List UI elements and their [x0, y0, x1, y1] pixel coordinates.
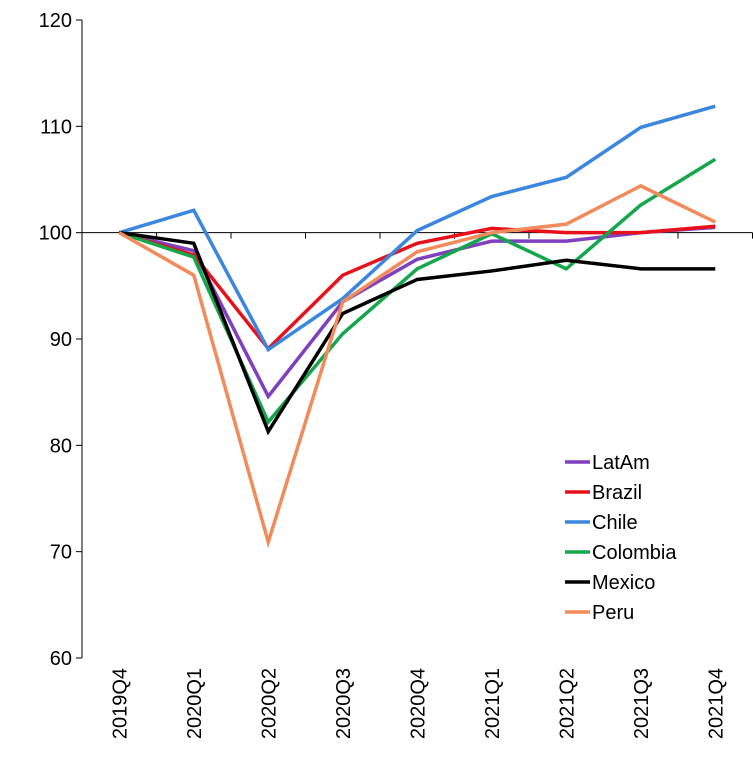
series-line	[118, 157, 717, 426]
y-tick-label: 110	[40, 116, 72, 138]
x-tick-label: 2020Q1	[184, 668, 206, 739]
x-tick-label: 2020Q3	[333, 668, 355, 739]
series-line	[118, 183, 717, 549]
x-tick-label: 2020Q4	[407, 668, 429, 739]
legend-label: Chile	[592, 512, 638, 534]
x-tick-label: 2021Q2	[556, 668, 578, 739]
series-line	[119, 230, 716, 436]
legend-label: Mexico	[592, 572, 655, 594]
y-tick-label: 90	[50, 329, 72, 351]
legend-label: LatAm	[592, 452, 650, 474]
y-tick-label: 70	[50, 542, 72, 564]
x-tick-label: 2019Q4	[109, 668, 131, 739]
x-tick-label: 2021Q1	[482, 668, 504, 739]
x-tick-label: 2020Q2	[258, 668, 280, 739]
series-line	[118, 225, 716, 400]
series-line	[118, 224, 716, 352]
y-tick-label: 80	[50, 435, 72, 457]
y-tick-label: 60	[50, 648, 72, 670]
y-tick-label: 120	[39, 10, 72, 32]
y-tick-label: 100	[39, 223, 72, 245]
series-line	[118, 104, 716, 353]
x-tick-label: 2021Q4	[705, 668, 727, 739]
legend-label: Colombia	[592, 542, 677, 564]
x-tick-label: 2021Q3	[631, 668, 653, 739]
legend-label: Peru	[592, 602, 634, 624]
legend-label: Brazil	[592, 482, 642, 504]
